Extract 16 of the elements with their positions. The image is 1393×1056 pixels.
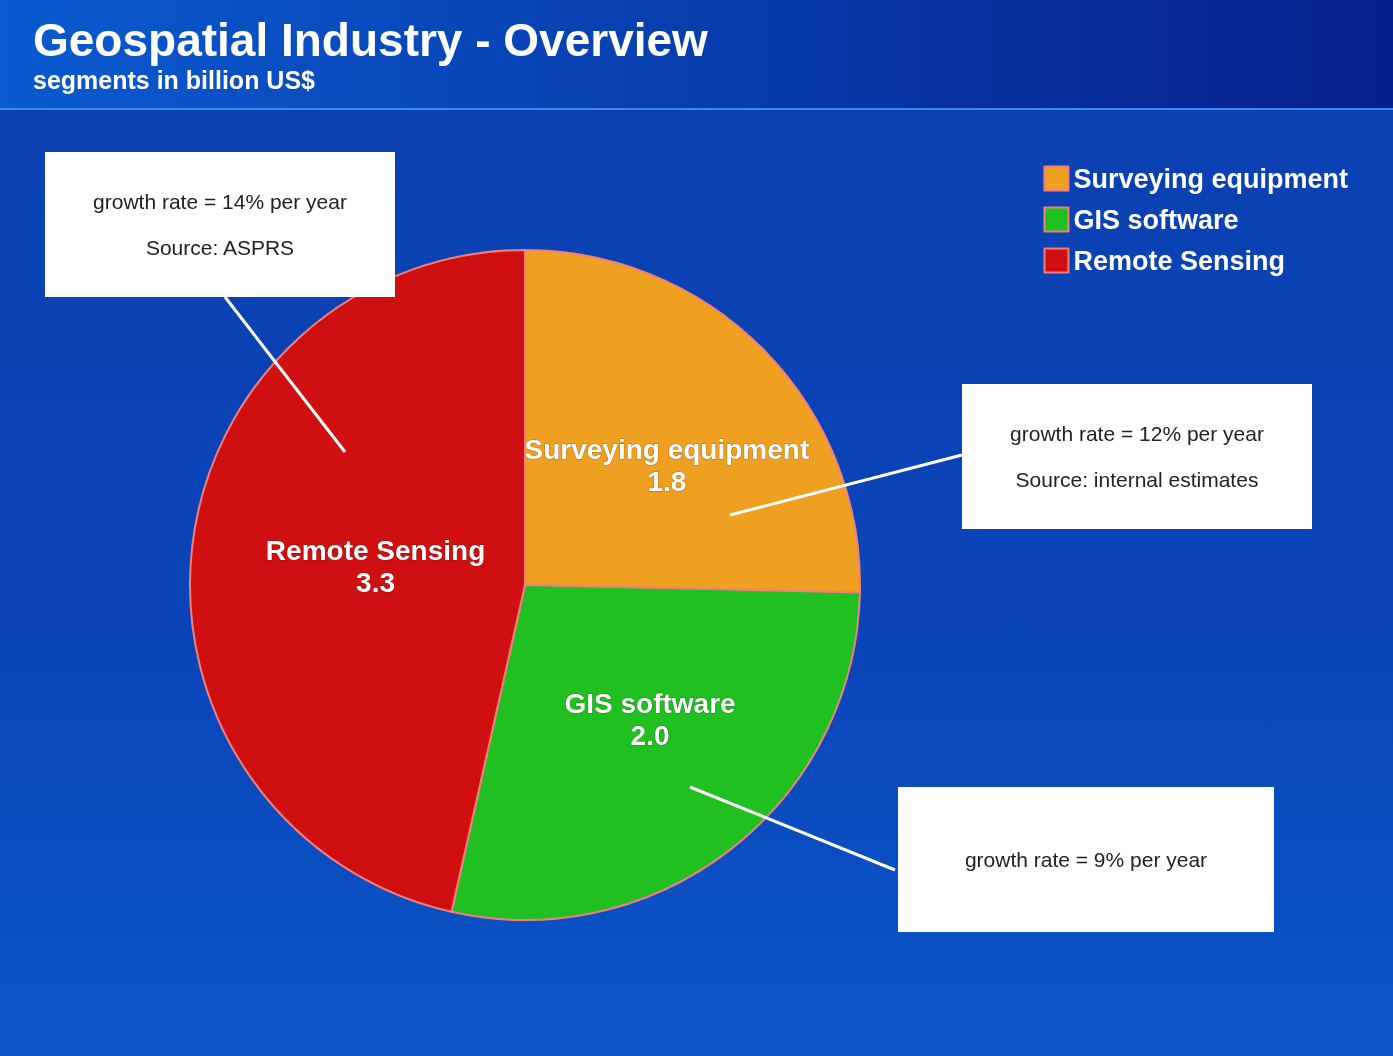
source-note: Source: ASPRS: [144, 235, 296, 260]
text: growth rate = 14% per year: [92, 189, 348, 214]
text: growth rate = 9% per year: [963, 847, 1209, 872]
text: growth rate = 12% per year: [1009, 421, 1265, 446]
slice-label: Remote Sensing: [265, 534, 486, 566]
data-label: 3.3: [356, 566, 396, 598]
chart-subtitle: segments in billion US$: [33, 65, 316, 94]
source-note: Source: internal estimates: [1014, 467, 1260, 492]
data-label: 1.8: [647, 466, 687, 498]
slice-label: GIS software: [564, 687, 736, 719]
legend-label: GIS software: [1073, 204, 1239, 235]
data-label: 2.0: [630, 719, 670, 751]
legend-label: Remote Sensing: [1073, 245, 1285, 276]
legend-label: Surveying equipment: [1073, 163, 1349, 194]
chart-title: Geospatial Industry - Overview: [33, 14, 709, 66]
slice-label: Surveying equipment: [524, 434, 810, 466]
